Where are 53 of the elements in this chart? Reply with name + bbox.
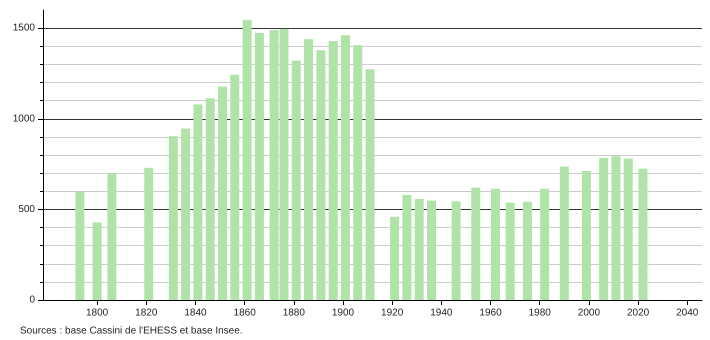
bar [582,170,591,300]
x-tick-label: 1880 [282,308,306,318]
bar [144,168,154,300]
bar [254,32,264,300]
bar [402,195,412,300]
bar [181,128,190,300]
x-tick-label: 2020 [626,308,650,318]
bar [328,41,338,300]
bar [522,202,532,300]
bar [490,188,500,300]
bar [304,39,314,300]
bar [611,156,620,300]
bar [107,174,116,300]
bar [624,158,633,300]
source-note: Sources : base Cassini de l'EHESS et base Insee. [20,326,243,336]
bar [540,188,550,300]
bar [471,188,480,300]
x-tick-label: 2040 [676,308,699,318]
x-tick-label: 2000 [578,308,600,318]
y-tick-label: 500 [18,204,36,215]
bar [560,166,569,300]
y-tick-label: 1000 [12,113,36,124]
x-tick-label: 1860 [234,308,256,318]
x-tick-label: 1900 [332,308,355,318]
bar [506,202,515,300]
x-tick-label: 1920 [381,308,404,318]
bar [168,136,178,300]
bar [218,86,228,300]
x-tick-label: 1960 [479,308,502,318]
bar [427,200,436,300]
bar [206,98,215,300]
bar [452,201,461,300]
bar [353,45,362,300]
bar [92,222,102,300]
bar [316,50,326,300]
x-tick-label: 1820 [135,308,158,318]
bar [75,191,84,300]
x-tick-label: 1800 [86,308,109,318]
bar [242,20,252,300]
y-tick-label: 0 [29,294,36,306]
bar [390,216,400,300]
bar [366,69,375,300]
x-tick-label: 1840 [184,308,208,318]
x-tick-label: 1980 [528,308,552,318]
x-tick-label: 1940 [430,308,453,318]
bar [414,199,424,300]
bar [230,74,240,300]
bar [193,104,202,300]
y-tick-label: 1500 [12,22,36,34]
bar [638,168,648,300]
bar [340,35,350,300]
bar [599,158,608,300]
bar [292,60,301,300]
